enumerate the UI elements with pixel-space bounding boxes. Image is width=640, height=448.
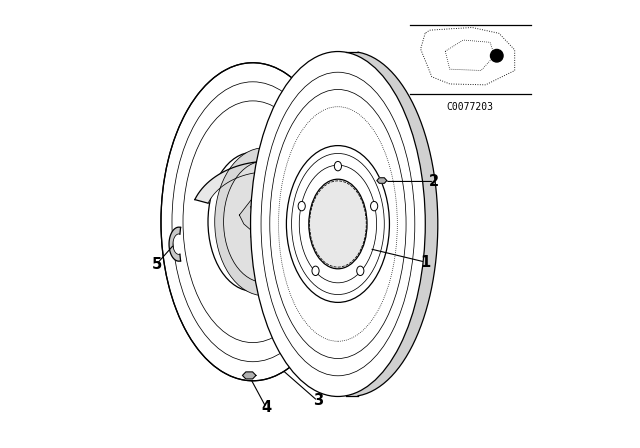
Polygon shape: [420, 27, 515, 85]
Text: 4: 4: [261, 400, 271, 415]
Ellipse shape: [287, 146, 389, 302]
Ellipse shape: [298, 202, 305, 211]
Text: C0077203: C0077203: [447, 102, 493, 112]
Ellipse shape: [250, 52, 425, 396]
Ellipse shape: [161, 63, 344, 381]
Text: 3: 3: [313, 393, 323, 409]
Ellipse shape: [356, 266, 364, 276]
Ellipse shape: [223, 161, 305, 282]
Text: 5: 5: [151, 257, 162, 272]
Text: 1: 1: [420, 254, 431, 270]
Polygon shape: [377, 178, 387, 183]
Ellipse shape: [371, 202, 378, 211]
Circle shape: [490, 49, 503, 62]
Polygon shape: [239, 190, 296, 244]
Polygon shape: [195, 161, 346, 211]
Ellipse shape: [215, 148, 314, 296]
Ellipse shape: [312, 266, 319, 276]
Polygon shape: [346, 52, 438, 396]
Polygon shape: [243, 372, 256, 379]
Ellipse shape: [308, 179, 367, 269]
Ellipse shape: [334, 161, 342, 171]
Ellipse shape: [208, 152, 298, 291]
Polygon shape: [169, 227, 180, 261]
Text: 2: 2: [429, 174, 439, 189]
Ellipse shape: [234, 193, 271, 251]
